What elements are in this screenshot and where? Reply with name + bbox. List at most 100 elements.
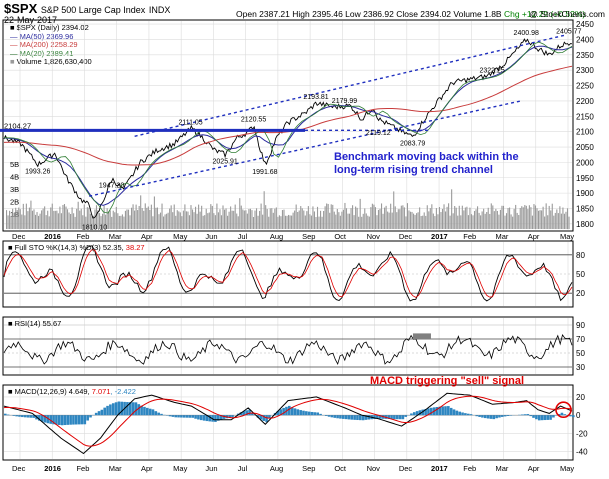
volume-bar (524, 205, 526, 229)
x-tick-label-top: Nov (367, 232, 381, 241)
volume-bar (262, 214, 264, 229)
macd-histogram-bar (549, 415, 552, 420)
volume-bar (260, 203, 262, 229)
volume-bar (50, 207, 52, 229)
volume-bar (332, 204, 334, 229)
volume-bar (143, 210, 145, 229)
volume-bar (191, 209, 194, 229)
macd-histogram-bar (466, 413, 470, 416)
macd-histogram-bar (120, 401, 124, 416)
volume-bar (530, 207, 532, 229)
copyright: @ StockCharts.com (529, 9, 605, 19)
macd-histogram-bar (299, 410, 302, 416)
macd-histogram-bar (447, 406, 450, 416)
macd-histogram-bar (4, 413, 7, 416)
volume-bar (92, 215, 94, 229)
macd-histogram-bar (29, 415, 33, 418)
volume-bar (534, 205, 537, 229)
trend-annotation: long-term rising trend channel (334, 164, 493, 176)
macd-histogram-bar (523, 414, 527, 416)
volume-bar (265, 205, 267, 229)
volume-bar (509, 207, 511, 229)
volume-bar (342, 209, 344, 229)
volume-bar (306, 211, 308, 229)
macd-histogram-bar (302, 410, 305, 416)
price-data-label: 1993.26 (25, 168, 50, 175)
x-tick-label-bottom: Mar (109, 464, 122, 473)
volume-bar (330, 204, 332, 229)
macd-histogram-bar (131, 402, 135, 416)
volume-bar (109, 210, 111, 229)
volume-bar (166, 213, 168, 229)
volume-bar (163, 216, 165, 229)
volume-bar (478, 212, 480, 229)
macd-histogram-bar (148, 408, 152, 416)
volume-bar (419, 207, 421, 229)
volume-bar (295, 204, 297, 229)
volume-bar (117, 213, 119, 229)
volume-bar (416, 213, 418, 229)
volume-bar (437, 214, 439, 229)
volume-bar (204, 215, 206, 229)
volume-bar (245, 210, 247, 229)
volume-bar (51, 203, 53, 229)
volume-bar (89, 213, 91, 229)
volume-bar (169, 208, 171, 229)
volume-bar (141, 208, 143, 229)
volume-bar (60, 213, 62, 229)
volume-bar (272, 212, 274, 229)
upper-channel-line (134, 34, 567, 137)
volume-bar (156, 207, 159, 229)
volume-bar (111, 216, 113, 229)
price-data-label: 2400.98 (514, 30, 539, 37)
exchange: INDX (148, 5, 171, 15)
volume-bar (225, 208, 227, 229)
volume-bar (129, 215, 131, 229)
macd-histogram-bar (208, 415, 212, 422)
x-tick-label-bottom: Mar (496, 464, 509, 473)
volume-bar (541, 210, 543, 229)
macd-histogram-bar (359, 415, 362, 421)
rsi-tick-label: 70 (576, 335, 585, 344)
volume-bar (531, 215, 533, 229)
volume-bar (190, 205, 192, 229)
macd-histogram-bar (276, 410, 280, 416)
x-tick-label-bottom: Oct (334, 464, 347, 473)
volume-bar (307, 206, 309, 229)
macd-histogram-bar (387, 415, 390, 419)
price-tick-label: 2000 (576, 158, 594, 167)
macd-histogram-bar (137, 404, 141, 416)
volume-bar (217, 212, 219, 229)
volume-bar (239, 198, 241, 229)
volume-bar (65, 206, 67, 229)
volume-bar (208, 212, 210, 229)
macd-histogram-bar (231, 415, 234, 418)
macd-legend: ■ MACD(12,26,9) 4.649, 7.071, -2.422 (8, 387, 136, 396)
x-tick-label-bottom: Apr (528, 464, 540, 473)
volume-bar (324, 206, 326, 229)
macd-histogram-bar (376, 415, 379, 419)
x-tick-label-bottom: Dec (12, 464, 26, 473)
volume-bar (73, 213, 75, 229)
volume-bar (451, 189, 453, 229)
volume-bar (106, 208, 108, 229)
volume-bar (338, 212, 340, 229)
volume-bar (31, 210, 34, 229)
volume-bar (320, 210, 322, 229)
macd-histogram-bar (168, 415, 172, 417)
volume-bar (499, 209, 501, 229)
sto-tick-label: 80 (576, 251, 585, 260)
volume-bar (105, 214, 107, 229)
rsi-overbought-fill (412, 333, 431, 339)
volume-bar (563, 213, 566, 229)
macd-histogram-bar (438, 406, 442, 416)
volume-bar (254, 210, 256, 229)
volume-bar (252, 216, 255, 229)
price-data-label: 2322.25 (479, 67, 504, 74)
macd-histogram-bar (26, 415, 30, 418)
volume-bar (458, 205, 460, 229)
macd-histogram-bar (151, 409, 155, 416)
price-data-label: 2179.99 (332, 98, 357, 105)
volume-bar (412, 213, 415, 229)
volume-bar (316, 206, 319, 229)
